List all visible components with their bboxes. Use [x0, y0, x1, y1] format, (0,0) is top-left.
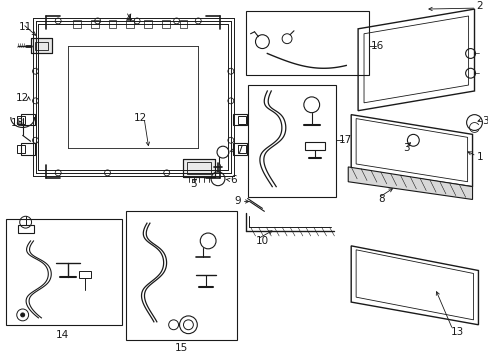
Text: 13: 13 [450, 327, 463, 337]
Bar [245, 11, 368, 75]
Bar [31, 38, 52, 54]
Text: 10: 10 [255, 236, 268, 246]
Bar [183, 159, 215, 177]
Text: 4: 4 [125, 14, 132, 24]
Bar [232, 143, 246, 155]
Bar [18, 225, 34, 233]
Text: 1: 1 [475, 152, 482, 162]
Text: 11: 11 [19, 22, 32, 32]
Bar [35, 42, 48, 50]
Text: 8: 8 [377, 194, 384, 204]
Bar [17, 145, 24, 153]
Text: 5: 5 [190, 179, 196, 189]
Bar [247, 85, 336, 197]
Bar [126, 20, 134, 28]
Bar [91, 20, 99, 28]
Bar [108, 20, 116, 28]
Bar [237, 145, 245, 153]
Text: 7: 7 [235, 145, 242, 155]
Text: 12: 12 [16, 93, 29, 103]
Bar [79, 270, 91, 278]
Text: 16: 16 [370, 41, 384, 51]
Bar [187, 162, 211, 174]
Text: 2: 2 [475, 1, 482, 11]
Text: 17: 17 [338, 135, 351, 145]
Bar [126, 211, 236, 339]
Bar [232, 114, 246, 126]
Text: 12: 12 [133, 113, 147, 123]
Bar [237, 116, 245, 123]
Polygon shape [347, 167, 471, 199]
Text: 9: 9 [234, 197, 240, 207]
Bar [31, 38, 52, 54]
Text: 3: 3 [403, 143, 409, 153]
Bar [17, 116, 24, 123]
Bar [144, 20, 152, 28]
Circle shape [20, 313, 24, 317]
Bar [179, 20, 187, 28]
Bar [73, 20, 81, 28]
Bar [162, 20, 169, 28]
Text: 14: 14 [56, 330, 69, 339]
Text: 15: 15 [175, 343, 188, 354]
Bar [304, 142, 324, 150]
Text: 3: 3 [482, 116, 488, 126]
Bar [20, 114, 35, 126]
Bar [6, 219, 122, 325]
Text: 6: 6 [229, 175, 236, 185]
Text: 18: 18 [11, 117, 24, 127]
Bar [183, 159, 215, 177]
Bar [20, 143, 35, 155]
